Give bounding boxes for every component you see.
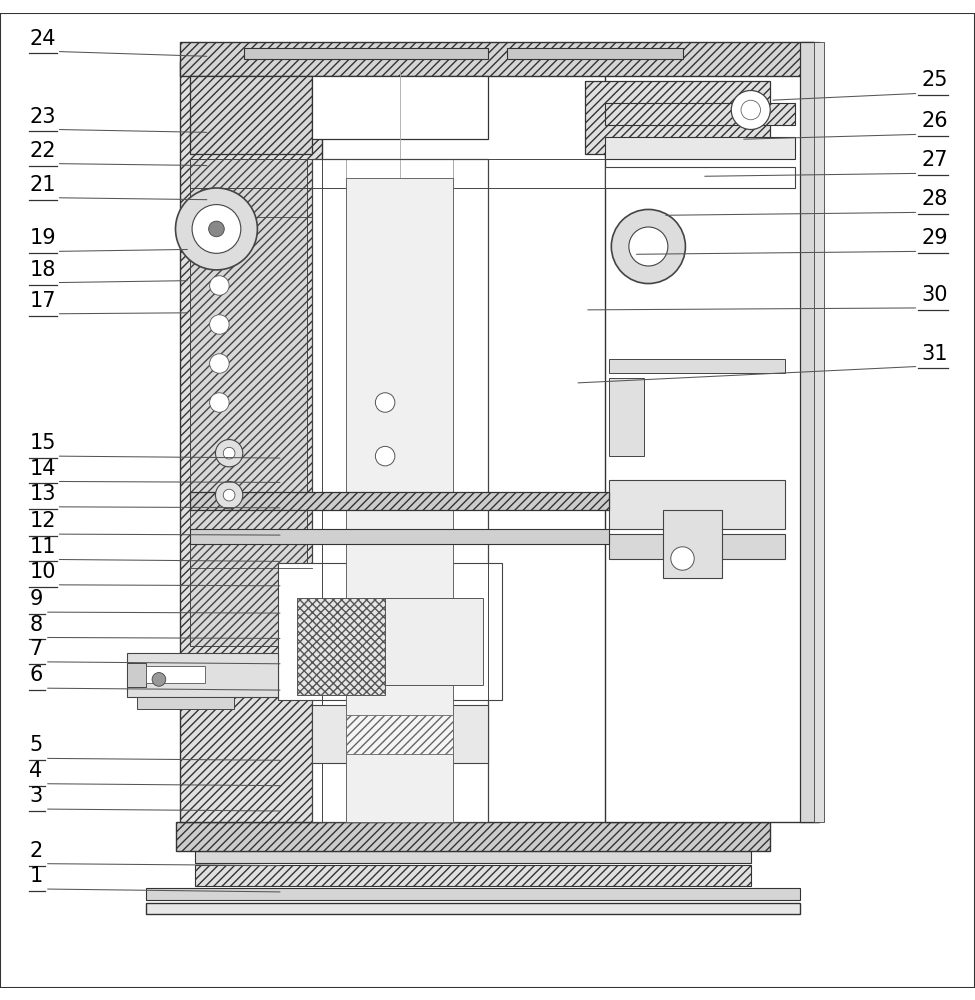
Bar [609,534,785,558]
Text: 27: 27 [921,150,948,170]
Bar [604,137,795,159]
Bar [346,178,453,822]
Bar [195,851,751,863]
Bar [127,27,829,919]
Text: 5: 5 [29,735,43,755]
Circle shape [210,393,229,412]
Circle shape [731,91,770,129]
Text: 28: 28 [921,189,948,209]
Text: 18: 18 [29,260,56,280]
Circle shape [176,188,257,270]
Text: 15: 15 [29,433,56,453]
Circle shape [611,209,685,284]
Text: 17: 17 [29,291,56,311]
Circle shape [210,276,229,295]
Bar [127,653,278,697]
Bar [663,510,722,578]
Bar [190,159,307,646]
Bar [507,48,682,59]
Bar [385,597,483,685]
Bar [609,481,785,529]
Circle shape [215,440,243,467]
Bar [136,697,234,709]
Text: 19: 19 [29,228,56,248]
Bar [800,42,819,822]
Text: 14: 14 [29,459,56,479]
Text: 26: 26 [921,111,948,131]
Circle shape [210,354,229,373]
Bar [146,666,205,683]
Circle shape [210,315,229,334]
Bar [180,42,814,76]
Text: 12: 12 [29,511,56,531]
Bar [180,61,322,822]
Text: 21: 21 [29,175,56,195]
Bar [244,48,488,59]
Text: 24: 24 [29,29,56,49]
Bar [190,76,312,154]
Text: 9: 9 [29,589,43,609]
Text: 30: 30 [921,285,948,305]
Bar [312,159,488,822]
Bar [346,714,453,754]
Bar [609,359,785,373]
Text: 4: 4 [29,761,43,781]
Circle shape [375,393,395,412]
Text: 2: 2 [29,841,43,861]
Text: 23: 23 [29,107,56,127]
Text: 1: 1 [29,866,43,886]
Text: 3: 3 [29,786,43,806]
Bar [127,663,146,687]
Text: 31: 31 [921,344,948,363]
Circle shape [629,227,668,266]
Bar [190,529,609,544]
Circle shape [375,446,395,466]
Bar [585,81,770,154]
Text: 29: 29 [921,228,948,248]
Text: 7: 7 [29,639,43,659]
Text: 22: 22 [29,141,56,161]
Circle shape [192,205,241,253]
Circle shape [223,447,235,459]
Bar [195,865,751,886]
Bar [146,888,799,900]
Circle shape [152,673,166,686]
Bar [190,492,609,510]
Bar [604,167,795,188]
Bar [604,61,819,822]
Bar [604,103,795,125]
Text: 8: 8 [29,615,42,635]
Text: 11: 11 [29,537,56,557]
Text: 10: 10 [29,562,56,582]
Bar [814,42,824,822]
Bar [312,76,488,139]
Text: 25: 25 [921,70,948,91]
Circle shape [741,100,760,120]
Text: 6: 6 [29,665,43,685]
Bar [297,597,385,695]
Circle shape [223,489,235,501]
Text: 13: 13 [29,484,56,504]
Circle shape [209,221,224,237]
Bar [312,705,488,763]
Circle shape [215,481,243,509]
Bar [609,378,644,456]
Bar [146,903,799,914]
Bar [176,822,770,851]
Bar [278,563,502,700]
Circle shape [671,547,694,570]
